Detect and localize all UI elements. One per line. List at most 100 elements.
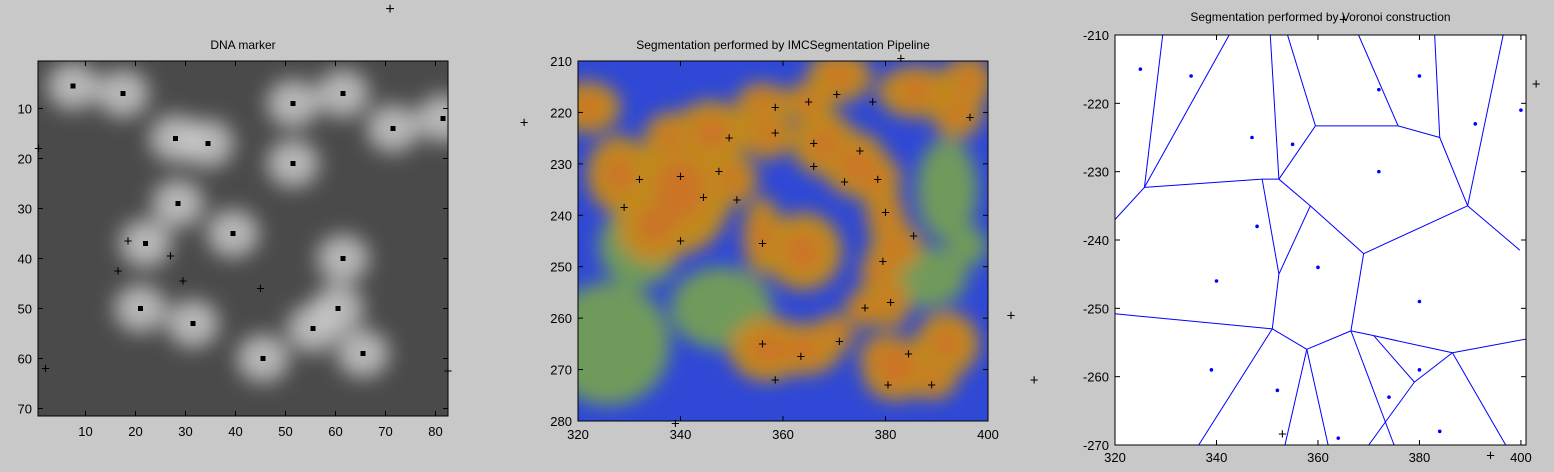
nucleus-centroid-7 (290, 161, 296, 166)
cross-marker-30: + (884, 377, 893, 394)
nucleus-centroid-8 (175, 201, 181, 206)
cell-core-7 (755, 120, 780, 146)
cell-core-8 (796, 92, 821, 112)
y-tick-label-3: 240 (550, 208, 572, 223)
voronoi-edge-17 (1363, 205, 1468, 255)
seed-point-8 (1377, 169, 1381, 174)
cell-core-10 (839, 148, 871, 180)
y-tick-label-4: 250 (550, 260, 572, 275)
nucleus-centroid-16 (335, 306, 341, 311)
y-tick-label-2: 30 (18, 202, 32, 217)
y-tick-label-3: -240 (1083, 233, 1109, 248)
cell-core-16 (855, 298, 875, 318)
voronoi-edge-1 (1143, 35, 1230, 188)
nucleus-centroid-10 (230, 231, 236, 236)
cell-core-15 (881, 290, 900, 316)
seed-point-1 (1189, 74, 1193, 78)
voronoi-edge-32 (1368, 381, 1415, 445)
voronoi-edge-30 (1373, 335, 1415, 383)
x-tick-label-0: 320 (567, 427, 589, 442)
cross-marker-1: + (114, 263, 123, 280)
cross-marker-28: + (835, 333, 844, 350)
cell-core-3 (657, 125, 683, 151)
voronoi-edge-21 (1271, 274, 1280, 329)
cross-marker-9: + (771, 99, 780, 116)
nucleus-centroid-0 (70, 83, 76, 89)
voronoi-edge-29 (1451, 352, 1507, 445)
voronoi-edge-6 (1278, 178, 1311, 207)
stray-marker-1: + (1532, 76, 1541, 93)
y-tick-label-1: 20 (18, 152, 32, 167)
x-tick-label-3: 380 (875, 427, 897, 442)
cross-marker-32: + (671, 416, 680, 433)
cell-core-6 (750, 92, 775, 112)
voronoi-edge-23 (1272, 328, 1308, 350)
seed-point-2 (1250, 135, 1254, 140)
panel-imc-segmentation: 320 340 360 380 400 210 220 230 240 250 260 270 280 S… (520, 38, 1039, 442)
voronoi-edge-8 (1287, 35, 1316, 127)
seed-point-12 (1417, 299, 1422, 304)
nucleus-centroid-15 (310, 326, 316, 331)
cross-marker-17: + (868, 94, 877, 111)
cell-core-27 (824, 64, 855, 89)
y-tick-label-2: -230 (1083, 165, 1109, 180)
y-tick-label-6: -270 (1083, 438, 1109, 453)
cell-core-24 (944, 100, 970, 125)
chart-title: Segmentation performed by IMCSegmentatio… (636, 38, 930, 52)
cross-marker-4: + (256, 281, 265, 298)
x-tick-label-0: 320 (1104, 450, 1126, 465)
segmentation-blur-layer (578, 61, 988, 406)
seed-point-15 (1417, 368, 1422, 372)
cross-marker-27: + (797, 349, 806, 366)
nucleus-centroid-11 (340, 256, 346, 261)
nucleus-centroid-9 (143, 241, 148, 246)
cross-marker-0: + (620, 200, 629, 217)
cross-marker-19: + (881, 205, 890, 222)
panel-dna-marker: 10 20 30 40 50 60 70 80 10 20 30 40 50 60 70 DNA marker… (18, 38, 453, 439)
voronoi-edge-34 (1306, 349, 1329, 445)
cell-core-30 (578, 94, 604, 120)
voronoi-edge-35 (1198, 328, 1273, 445)
cross-marker-20: + (879, 254, 888, 271)
x-tick-label-1: 20 (128, 424, 142, 439)
voronoi-edge-36 (1350, 330, 1395, 445)
y-tick-label-2: 230 (550, 157, 572, 172)
y-tick-label-6: 70 (18, 402, 32, 417)
seed-point-11 (1214, 279, 1219, 283)
cell-core-2 (636, 207, 674, 245)
nucleus-centroid-17 (360, 351, 366, 356)
y-tick-label-5: -260 (1083, 370, 1109, 385)
nucleus-blob-18 (417, 94, 448, 143)
cell-core-31 (873, 346, 898, 372)
cross-marker-13: + (809, 158, 818, 175)
chart-title: Segmentation performed by Voronoi constr… (1190, 10, 1450, 24)
cell-core-1 (655, 158, 706, 221)
voronoi-edge-11 (1358, 35, 1399, 127)
y-tick-label-3: 40 (18, 252, 32, 267)
cross-marker-25: + (758, 336, 767, 353)
x-tick-label-2: 360 (772, 427, 794, 442)
cell-core-4 (692, 117, 730, 149)
x-tick-label-7: 80 (428, 424, 442, 439)
voronoi-edge-33 (1284, 349, 1308, 445)
cross-marker-36: + (1030, 372, 1039, 389)
nucleus-centroid-13 (190, 321, 196, 326)
y-tick-label-5: 60 (18, 352, 32, 367)
x-tick-label-4: 400 (977, 427, 999, 442)
cross-marker-29: + (904, 346, 913, 363)
y-tick-label-0: -210 (1083, 28, 1109, 43)
nucleus-centroid-12 (138, 306, 143, 311)
voronoi-edge-18 (1310, 205, 1364, 255)
cross-marker-7: + (732, 192, 741, 209)
panel-voronoi-segmentation: 320 340 360 380 400 -210 -220 -230 -240 -250 -260 -… (1083, 10, 1541, 465)
y-tick-label-0: 210 (550, 54, 572, 69)
x-tick-label-4: 50 (278, 424, 292, 439)
nucleus-centroid-14 (260, 356, 266, 361)
voronoi-edge-0 (1143, 35, 1164, 188)
stray-marker-0: + (1339, 11, 1348, 28)
seed-point-5 (1417, 74, 1422, 78)
voronoi-edge-25 (1350, 253, 1365, 331)
voronoi-edge-19 (1278, 205, 1311, 275)
voronoi-edge-4 (1269, 35, 1280, 180)
